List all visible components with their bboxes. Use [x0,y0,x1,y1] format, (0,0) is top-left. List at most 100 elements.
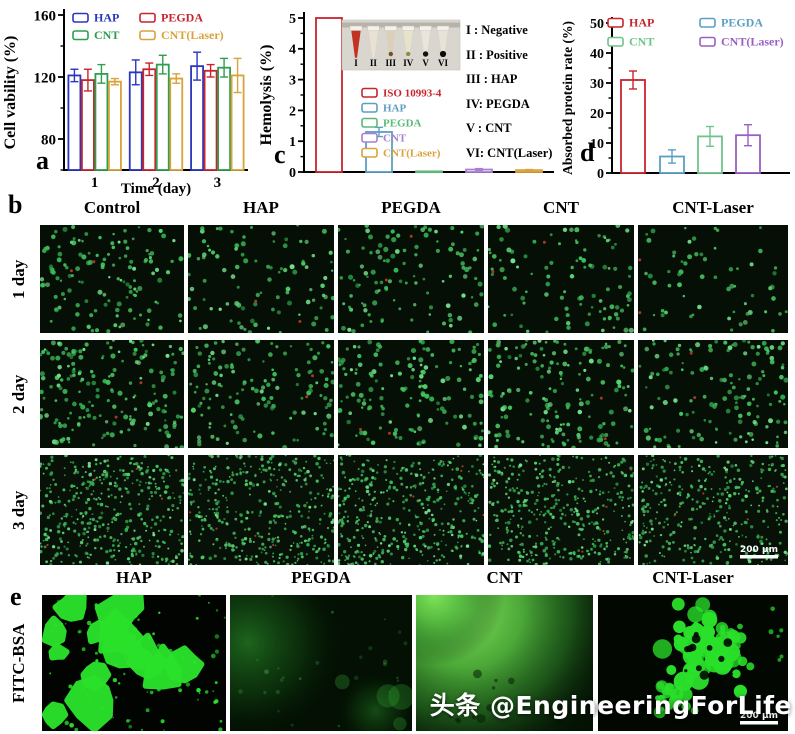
micrograph-3day-hap [188,455,334,565]
panel-b-col-header-1: HAP [243,198,279,217]
stained-cells [188,225,334,333]
panel-label-b: b [8,190,23,219]
legend-label: CNT [94,28,119,42]
panel-e-col-header-2: CNT [486,568,523,587]
tube-label: IV [403,58,414,68]
stained-cells [338,340,484,448]
panel-label-c: c [274,140,286,169]
legend-label: PEGDA [721,16,763,30]
stained-cells [638,455,788,565]
chart-a: 80 120 160 1 2 3 Time (day) Cell vability (%) HA… [2,8,248,196]
stained-cells [188,455,334,565]
fitc-bsa-image-cnt [416,595,593,731]
micrograph-2day-hap [188,340,334,448]
scale-bar: 200 μm [740,711,778,725]
tube-label: VI [438,58,448,68]
y-tick-label: 40 [590,47,604,62]
micrograph-3day-cnt-laser: 200 μm [638,455,788,565]
panel-a: a 80 120 160 1 2 3 Time (day) Cell vability (%)… [0,0,258,196]
legend-label: HAP [629,16,654,30]
legend-label: HAP [383,103,407,115]
micrograph-3day-pegda [338,455,484,565]
x-tick-label: 3 [214,175,222,191]
fitc-bsa-image-pegda [230,595,412,731]
tube-label: V [422,58,429,68]
y-tick-label: 50 [590,17,604,32]
y-tick-label: 10 [590,137,604,152]
watermark-text: 头条 @EngineeringForLife [429,691,792,720]
y-tick-label: 1 [289,135,296,150]
y-tick-label: 0 [597,167,604,182]
chart-c-plot: 0 1 2 3 4 5 Hemolysis (%) [258,12,554,181]
tube-label: II [370,58,378,68]
watermark: 头条 @EngineeringForLife [430,686,792,722]
x-tick-label: 1 [91,175,99,191]
stained-cells [40,340,184,448]
panel-b-row-label-2: 3 day [9,490,28,530]
scale-bar-label: 200 μm [740,711,778,721]
y-tick-label: 30 [590,77,604,92]
y-axis-label: Cell vability (%) [2,36,19,150]
micrograph-1day-cnt [488,225,634,333]
panel-b-col-header-0: Control [83,198,141,217]
panel-c: c I : Negative II : Positive III : HAP IV: … [258,0,560,196]
y-tick-label: 120 [34,70,57,86]
x-axis-label: Time (day) [121,181,191,196]
chart-d-plot: 0 10 20 30 40 50 Absorbed protein rate (%) [560,17,790,182]
panel-e-row-label: FITC-BSA [9,623,28,703]
fitc-bsa-image-cnt-laser: 200 μm [598,595,788,731]
y-tick-label: 80 [41,132,56,148]
fitc-bsa-image-hap [42,595,226,731]
micrograph-2day-cnt [488,340,634,448]
y-tick-label: 3 [289,74,296,89]
stained-cells [488,225,634,333]
panel-e-col-header-0: HAP [116,568,152,587]
legend-label: CNT [629,35,654,49]
legend-label: ISO 10993-4 [383,88,442,100]
legend-label: PEGDA [383,118,422,130]
panel-label-e: e [10,582,22,611]
key-line: V : CNT [466,121,512,135]
panel-b-col-header-2: PEGDA [381,198,441,217]
key-line: VI: CNT(Laser) [466,145,553,160]
chart-a-plot: 80 120 160 1 2 3 Time (day) Cell vability (%) [2,8,248,196]
panel-b-row-label-1: 2 day [9,374,28,414]
stained-cells [40,225,184,333]
micrograph-1day-cnt-laser [638,225,788,333]
micrograph-1day-pegda [338,225,484,333]
legend-label: CNT(Laser) [383,148,441,160]
x-tick-label: 2 [152,175,160,191]
y-axis-label: Absorbed protein rate (%) [560,21,575,175]
panel-d: d 0 10 20 30 40 50 Absorbed protein rate (%) HA… [560,0,795,196]
legend-label: CNT [383,133,407,145]
panel-b-col-header-4: CNT-Laser [672,198,754,217]
chart-d: 0 10 20 30 40 50 Absorbed protein rate (%) HAP P… [560,16,790,182]
legend-label: PEGDA [161,11,203,25]
stained-cells [189,340,334,448]
key-line: II : Positive [466,47,528,62]
panel-b-col-header-3: CNT [543,198,579,217]
legend-a: HAP PEGDA CNT CNT(Laser) [72,11,224,42]
stained-cells [638,340,788,448]
y-tick-label: 20 [590,107,604,122]
stained-cells [338,225,484,333]
y-tick-label: 0 [289,166,296,181]
micrograph-2day-cnt-laser [638,340,788,448]
hemolysis-tubes-photo: I II III IV V VI [341,19,461,71]
y-tick-label: 2 [289,104,296,119]
panel-e-col-header-3: CNT-Laser [652,568,734,587]
panel-label-d: d [580,138,595,167]
key-line: I : Negative [466,23,528,37]
tube-label: III [386,58,397,68]
stained-cells [338,455,484,565]
micrograph-1day-control [40,225,184,333]
legend-d: HAP PEGDA CNT CNT(Laser) [607,16,784,49]
key-line: III : HAP [466,72,518,86]
stained-cells [488,340,634,448]
legend-c: ISO 10993-4 HAP PEGDA CNT CNT(Laser) [361,88,442,160]
y-tick-label: 160 [34,8,57,24]
legend-label: CNT(Laser) [721,35,784,49]
panel-e-col-header-1: PEGDA [291,568,351,587]
panel-label-a: a [36,146,49,175]
